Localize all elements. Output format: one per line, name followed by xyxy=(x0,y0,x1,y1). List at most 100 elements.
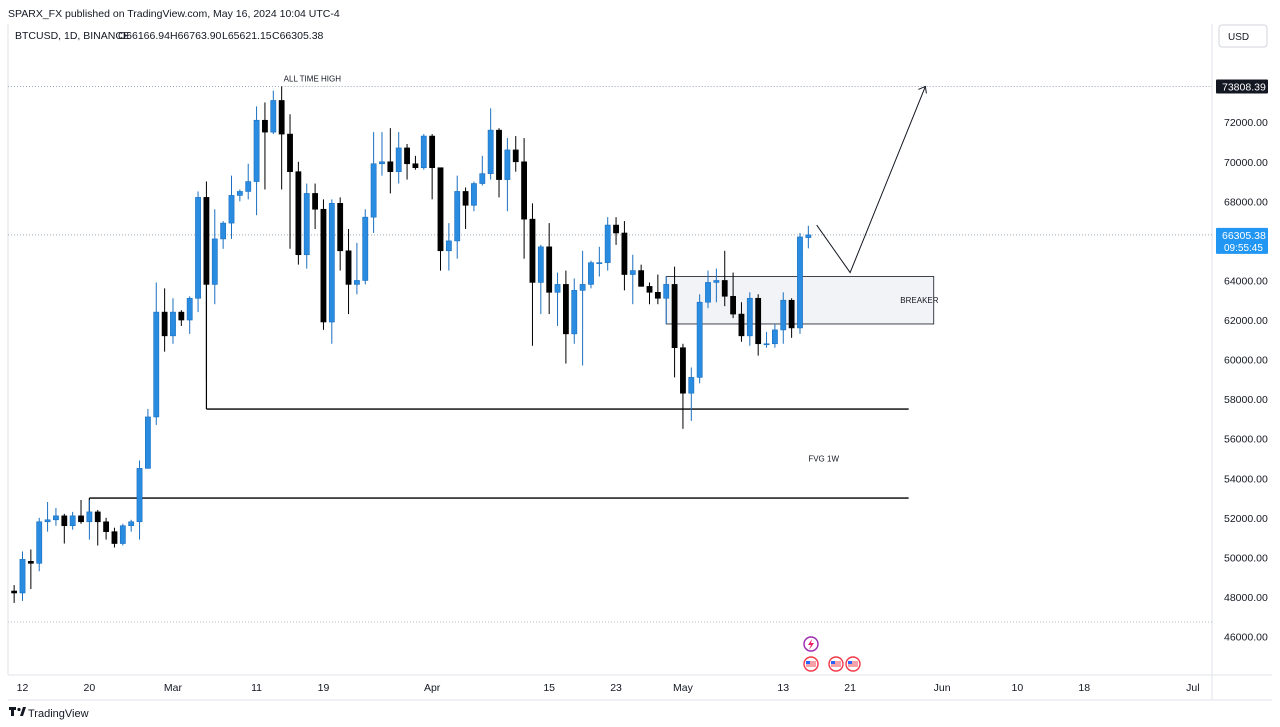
time-tick-label: 15 xyxy=(543,682,555,694)
candle-up xyxy=(763,343,770,346)
candle-up xyxy=(604,224,611,263)
candle-up xyxy=(370,163,377,218)
us-flag-event-icon[interactable] xyxy=(845,656,861,672)
time-tick-label: 23 xyxy=(610,682,622,694)
candle-up xyxy=(170,311,176,337)
candle-up xyxy=(53,515,59,521)
lightning-event-icon[interactable] xyxy=(803,636,819,652)
candle-up xyxy=(780,299,787,331)
time-tick-label: 10 xyxy=(1011,682,1023,694)
candle-down xyxy=(161,311,168,337)
candle-up xyxy=(797,236,803,329)
candle-up xyxy=(119,525,126,544)
candle-down xyxy=(103,521,109,532)
time-tick-label: Jul xyxy=(1186,682,1199,694)
ohlc-header: BTCUSD, 1D, BINANCE O66166.94 H66763.90 … xyxy=(15,30,324,42)
currency-button-label[interactable]: USD xyxy=(1228,32,1249,43)
candle-down xyxy=(621,232,628,275)
candle-up xyxy=(153,311,160,418)
projection-path xyxy=(816,86,926,274)
time-tick-label: Apr xyxy=(424,682,441,694)
ath-price-tag-text: 73808.39 xyxy=(1222,81,1266,93)
us-flag-event-icon[interactable] xyxy=(828,656,844,672)
candle-up xyxy=(746,297,753,337)
ath-annotation: ALL TIME HIGH xyxy=(284,74,342,83)
candle-down xyxy=(203,197,210,285)
time-tick-label: 21 xyxy=(844,682,856,694)
time-tick-label: Jun xyxy=(934,682,951,694)
price-tick-label: 60000.00 xyxy=(1224,355,1268,367)
candle-up xyxy=(395,147,402,172)
candle-up xyxy=(805,234,812,238)
event-icons[interactable] xyxy=(803,636,861,672)
projection-layer xyxy=(816,85,927,274)
candle-down xyxy=(262,119,268,133)
currency-button-frame[interactable] xyxy=(1218,24,1268,48)
candle-up xyxy=(487,129,494,174)
candle-down xyxy=(562,284,569,335)
candle-down xyxy=(512,149,519,163)
price-tick-label: 58000.00 xyxy=(1224,394,1268,406)
candles-layer xyxy=(11,86,812,603)
tradingview-logo-slash xyxy=(20,707,26,716)
price-tick-label: 54000.00 xyxy=(1224,473,1268,485)
candle-up xyxy=(588,262,594,285)
candle-up xyxy=(69,515,76,527)
current-price-tag xyxy=(1216,227,1268,254)
currency-button[interactable]: USD xyxy=(1218,24,1268,48)
projection-arrowhead xyxy=(918,85,927,94)
candle-up xyxy=(504,149,511,180)
candle-up xyxy=(328,203,335,323)
price-tick-label: 68000.00 xyxy=(1224,196,1268,208)
candle-up xyxy=(136,468,143,523)
candle-up xyxy=(19,559,26,594)
candle-down xyxy=(412,163,419,169)
candle-up xyxy=(688,377,695,394)
price-tick-label: 56000.00 xyxy=(1224,434,1268,446)
candle-down xyxy=(337,203,344,252)
tradingview-logo: TradingView xyxy=(9,707,89,720)
candle-down xyxy=(278,100,285,135)
time-axis[interactable]: 12 20 Mar 11 19 Apr 15 23 May 13 21 Jun 10 18 Jul xyxy=(17,682,1200,694)
candle-down xyxy=(671,284,678,349)
candle-up xyxy=(211,238,218,285)
ath-price-tag xyxy=(1216,79,1268,94)
candle-up xyxy=(696,301,703,378)
candle-up xyxy=(353,280,360,285)
fvg-annotation: FVG 1W xyxy=(808,454,839,463)
candle-up xyxy=(86,511,93,523)
candle-down xyxy=(320,208,327,323)
candle-up xyxy=(186,297,193,321)
close-value: C66305.38 xyxy=(272,30,324,42)
candle-up xyxy=(36,521,43,564)
tradingview-logo-mark xyxy=(9,707,16,716)
candle-up xyxy=(471,183,477,206)
candle-down xyxy=(78,515,84,523)
candle-down xyxy=(295,171,302,256)
candle-down xyxy=(345,250,352,285)
us-flag-event-icon[interactable] xyxy=(803,656,819,672)
candle-up xyxy=(579,284,586,291)
candle-down xyxy=(27,561,34,564)
low-value: L65621.15 xyxy=(222,30,272,42)
candle-down xyxy=(11,590,18,594)
time-tick-label: May xyxy=(673,682,694,694)
candle-up xyxy=(571,290,578,335)
breaker-annotation: BREAKER xyxy=(900,296,938,305)
candle-down xyxy=(755,297,762,345)
high-value: H66763.90 xyxy=(170,30,222,42)
candle-down xyxy=(721,280,728,297)
countdown-text: 09:55:45 xyxy=(1224,243,1263,254)
price-tick-label: 70000.00 xyxy=(1224,157,1268,169)
candle-up xyxy=(236,191,243,196)
candle-up xyxy=(454,191,461,242)
candle-up xyxy=(771,329,778,345)
candle-down xyxy=(312,193,318,210)
candle-down xyxy=(680,347,686,394)
candle-down xyxy=(178,311,185,321)
candle-up xyxy=(362,216,369,281)
candle-down xyxy=(654,292,661,299)
price-axis[interactable]: 46000.00 48000.00 50000.00 52000.00 54000.00… xyxy=(1224,117,1268,643)
